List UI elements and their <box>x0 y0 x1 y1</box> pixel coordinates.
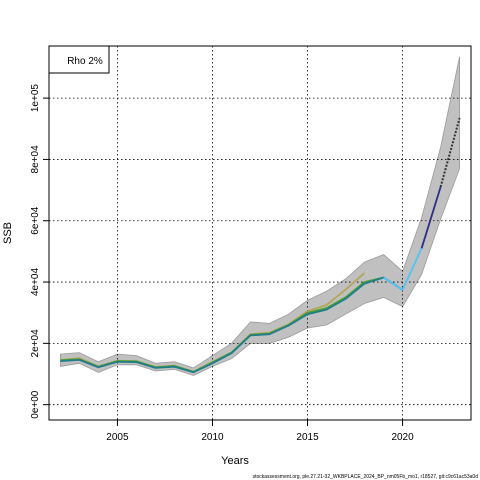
legend-box <box>48 45 110 74</box>
y-axis-title: SSB <box>2 222 14 244</box>
y-tick-label: 2e+04 <box>30 329 41 358</box>
legend-label: Rho 2% <box>67 56 103 67</box>
series-layer <box>60 117 461 374</box>
x-axis-title: Years <box>221 455 249 467</box>
x-tick-label: 2015 <box>296 432 319 443</box>
plot-frame <box>48 45 472 421</box>
confidence-band <box>60 56 461 376</box>
legend: Rho 2% <box>48 45 110 74</box>
series-line-3 <box>60 276 404 374</box>
y-axis: 0e+00 2e+04 4e+04 6e+04 8e+04 1e+05 <box>30 84 49 419</box>
y-tick-label: 4e+04 <box>30 268 41 297</box>
y-tick-label: 8e+04 <box>30 145 41 174</box>
series-line-4 <box>383 247 423 291</box>
x-tick-label: 2010 <box>201 432 224 443</box>
footnote: stockassessment.org, ple.27.21-32_WKBPLA… <box>253 474 479 480</box>
series-line-5 <box>420 186 442 249</box>
x-axis: 2005 2010 2015 2020 <box>106 420 414 443</box>
confidence-band-layer <box>60 56 461 376</box>
x-tick-label: 2020 <box>391 432 414 443</box>
series-line-6 <box>439 117 461 188</box>
y-tick-label: 1e+05 <box>30 84 41 113</box>
x-tick-label: 2005 <box>106 432 129 443</box>
y-tick-label: 6e+04 <box>30 206 41 235</box>
y-tick-label: 0e+00 <box>30 390 41 419</box>
